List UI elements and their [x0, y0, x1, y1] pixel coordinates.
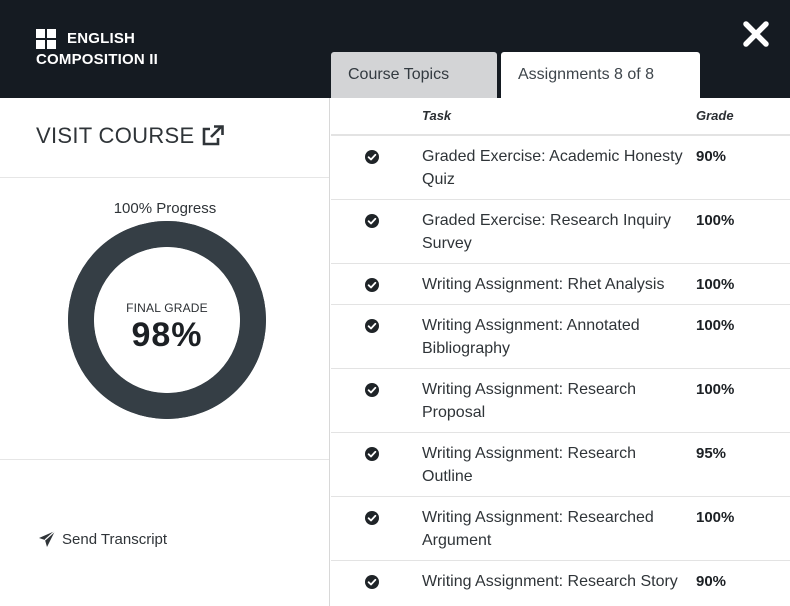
divider	[0, 459, 329, 460]
send-transcript-label: Send Transcript	[62, 530, 168, 548]
progress-label: 100% Progress	[113, 200, 217, 217]
table-body: Graded Exercise: Academic Honesty Quiz 90…	[331, 136, 790, 606]
table-header: Task Grade	[331, 98, 790, 136]
column-header-task: Task	[422, 108, 452, 123]
table-row[interactable]: Graded Exercise: Academic Honesty Quiz 90…	[331, 136, 790, 200]
check-circle-icon	[365, 319, 379, 338]
close-button[interactable]	[740, 18, 772, 50]
progress-donut-fill	[68, 221, 266, 419]
task-grade: 100%	[696, 509, 735, 526]
course-title: ENGLISH COMPOSITION II	[36, 28, 158, 70]
paper-plane-icon	[39, 530, 56, 547]
task-grade: 95%	[696, 445, 727, 462]
check-circle-icon	[365, 278, 379, 297]
task-grade: 100%	[696, 212, 735, 229]
table-row[interactable]: Graded Exercise: Research Inquiry Survey…	[331, 200, 790, 264]
modal-header: ENGLISH COMPOSITION II Course Topics Ass…	[0, 0, 790, 98]
task-grade: 100%	[696, 317, 735, 334]
send-transcript-link[interactable]: Send Transcript	[38, 530, 167, 548]
tab-course-topics[interactable]: Course Topics	[331, 52, 497, 98]
task-name: Writing Assignment: Rhet Analysis	[422, 276, 665, 293]
course-title-line1: ENGLISH	[67, 30, 136, 47]
task-name: Writing Assignment: Research Proposal	[422, 381, 637, 421]
check-circle-icon	[365, 447, 379, 466]
check-circle-icon	[365, 511, 379, 530]
table-row[interactable]: Writing Assignment: Researched Argument 1…	[331, 497, 790, 561]
check-circle-icon	[365, 575, 379, 594]
table-row[interactable]: Writing Assignment: Research Story 90%	[331, 561, 790, 606]
check-circle-icon	[365, 383, 379, 402]
table-row[interactable]: Writing Assignment: Rhet Analysis 100%	[331, 264, 790, 305]
table-row[interactable]: Writing Assignment: Research Outline 95%	[331, 433, 790, 497]
task-grade: 90%	[696, 573, 727, 590]
close-icon	[743, 21, 769, 47]
task-name: Graded Exercise: Research Inquiry Survey	[422, 212, 671, 252]
course-title-line2: COMPOSITION II	[36, 51, 158, 68]
task-name: Writing Assignment: Researched Argument	[422, 509, 654, 549]
task-name: Writing Assignment: Annotated Bibliograp…	[422, 317, 640, 357]
check-circle-icon	[365, 214, 379, 233]
task-grade: 100%	[696, 276, 735, 293]
divider	[0, 177, 329, 178]
task-name: Writing Assignment: Research Story	[422, 573, 678, 590]
visit-course-link[interactable]: VISIT COURSE	[36, 123, 225, 149]
check-circle-icon	[365, 150, 379, 169]
external-link-icon	[203, 125, 225, 146]
course-summary-panel: VISIT COURSE 100% Progress FINAL GRADE 9…	[0, 98, 330, 606]
task-grade: 90%	[696, 148, 727, 165]
tab-assignments[interactable]: Assignments 8 of 8	[501, 52, 700, 98]
visit-course-label: VISIT COURSE	[36, 123, 195, 148]
final-grade-value: 98%	[131, 316, 203, 354]
task-grade: 100%	[696, 381, 735, 398]
task-name: Writing Assignment: Research Outline	[422, 445, 637, 485]
final-grade-label: FINAL GRADE	[126, 301, 208, 315]
table-row[interactable]: Writing Assignment: Annotated Bibliograp…	[331, 305, 790, 369]
assignments-table: Task Grade Graded Exercise: Academic Hon…	[331, 98, 790, 606]
task-name: Graded Exercise: Academic Honesty Quiz	[422, 148, 683, 188]
column-header-grade: Grade	[696, 108, 734, 123]
table-row[interactable]: Writing Assignment: Research Proposal 100…	[331, 369, 790, 433]
grid-icon	[36, 28, 56, 49]
progress-donut	[68, 221, 266, 419]
